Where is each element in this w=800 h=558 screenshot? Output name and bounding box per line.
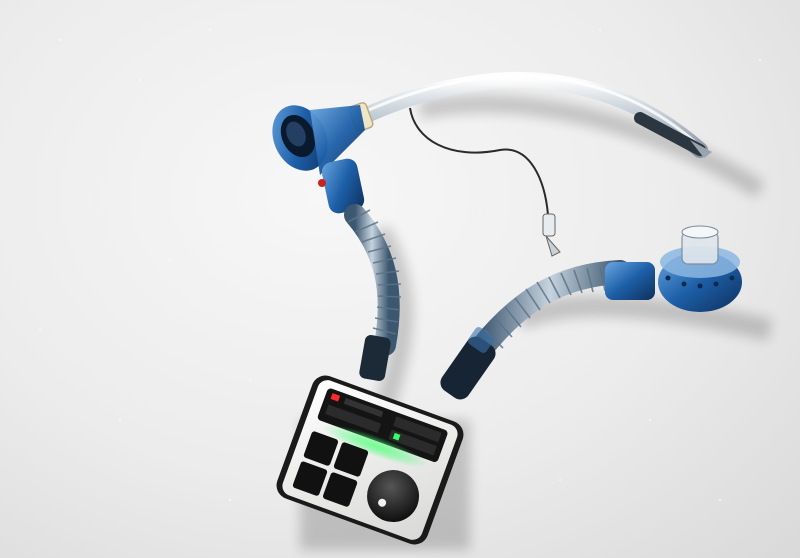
corrugated-hose-icon [344, 204, 402, 381]
rotary-knob-icon [367, 470, 420, 523]
corrugated-hose-icon [440, 260, 632, 400]
control-unit-icon [276, 375, 464, 545]
status-led-green [392, 432, 401, 441]
flow-sensor-icon [605, 225, 742, 312]
keypad [292, 431, 369, 507]
background-texture [39, 29, 761, 501]
elbow-connector [272, 105, 365, 214]
status-led-red [330, 393, 341, 402]
pilot-balloon-icon [409, 107, 561, 257]
